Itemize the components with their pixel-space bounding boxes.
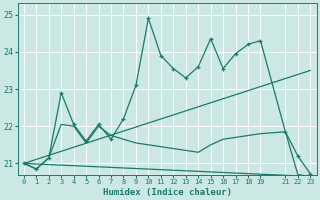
- X-axis label: Humidex (Indice chaleur): Humidex (Indice chaleur): [103, 188, 232, 197]
